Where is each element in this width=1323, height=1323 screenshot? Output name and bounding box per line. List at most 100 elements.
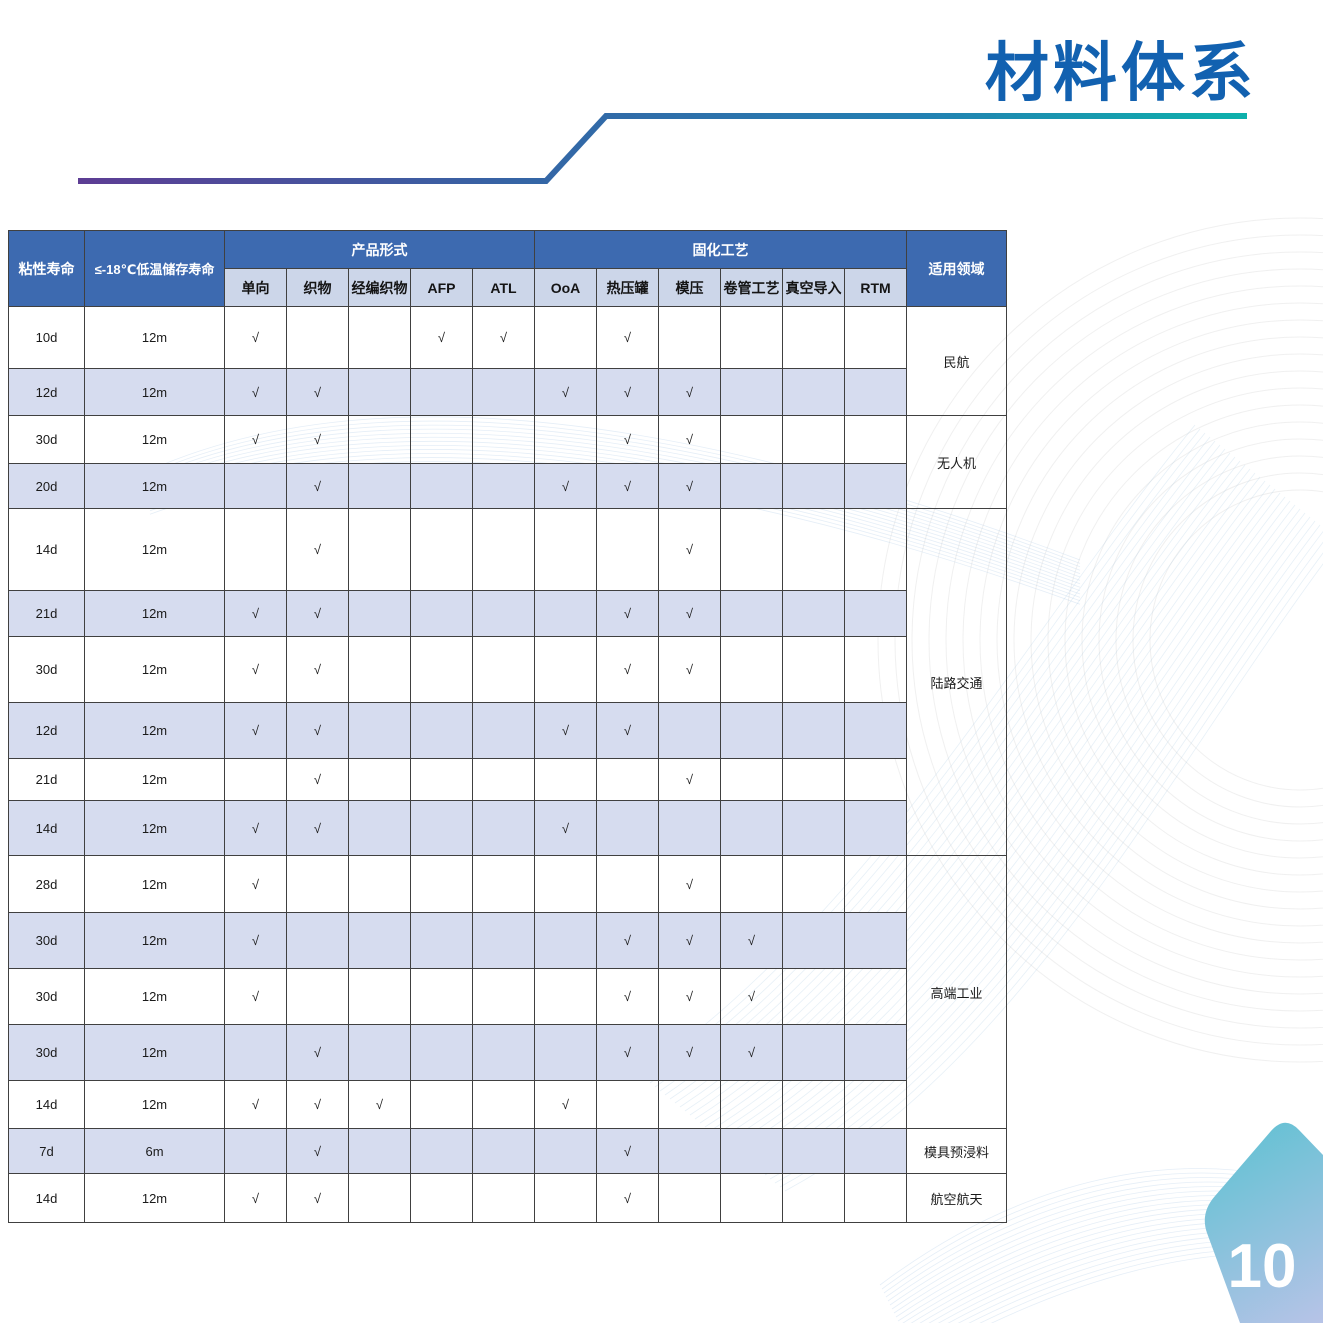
cell-viscous-life: 14d	[8, 800, 85, 856]
check-cell-fabric: √	[286, 702, 349, 759]
cell-storage-life: 12m	[84, 855, 225, 913]
check-cell-compression-molding	[658, 1128, 721, 1174]
check-cell-afp	[410, 463, 473, 509]
check-cell-tube-rolling	[720, 1173, 783, 1223]
check-cell-compression-molding: √	[658, 758, 721, 801]
check-cell-tube-rolling	[720, 368, 783, 416]
check-cell-warp-knitted	[348, 1128, 411, 1174]
check-cell-rtm	[844, 508, 907, 591]
application-cell: 航空航天	[906, 1173, 1007, 1223]
table-row: 28d 12m √ √ 高端工业	[8, 855, 1007, 1129]
check-cell-ooa	[534, 855, 597, 913]
check-cell-warp-knitted	[348, 368, 411, 416]
check-cell-tube-rolling	[720, 1128, 783, 1174]
check-cell-vacuum-infusion	[782, 306, 845, 369]
check-cell-autoclave: √	[596, 463, 659, 509]
cell-viscous-life: 21d	[8, 758, 85, 801]
header-row-subcolumns: 单向 织物 经编织物 AFP ATL OoA 热压罐 模压 卷管工艺 真空导入 …	[9, 268, 1007, 307]
page-number: 10	[1228, 1232, 1297, 1301]
check-cell-warp-knitted	[348, 702, 411, 759]
check-cell-vacuum-infusion	[782, 508, 845, 591]
table-row: 30d 12m √ √ √ √	[8, 912, 1007, 969]
check-cell-rtm	[844, 368, 907, 416]
header-compression-molding: 模压	[658, 268, 721, 307]
check-cell-tube-rolling	[720, 590, 783, 637]
title-underline-decorative-line	[78, 113, 1247, 184]
check-cell-atl	[472, 636, 535, 703]
check-cell-atl	[472, 912, 535, 969]
cell-viscous-life: 20d	[8, 463, 85, 509]
check-cell-atl	[472, 800, 535, 856]
cell-storage-life: 12m	[84, 415, 225, 464]
check-cell-compression-molding: √	[658, 463, 721, 509]
check-cell-vacuum-infusion	[782, 636, 845, 703]
application-cell: 陆路交通	[906, 508, 1007, 856]
check-cell-ooa: √	[534, 463, 597, 509]
table-row: 10d 12m √ √ √ √ 民航	[8, 306, 1007, 416]
check-cell-afp	[410, 1080, 473, 1129]
check-cell-fabric	[286, 855, 349, 913]
header-vacuum-infusion: 真空导入	[782, 268, 845, 307]
header-viscous-life: 粘性寿命	[8, 230, 85, 307]
check-cell-tube-rolling: √	[720, 1024, 783, 1081]
header-row-groups: 粘性寿命 ≤-18℃低温储存寿命 产品形式 固化工艺 适用领域	[8, 230, 1007, 307]
check-cell-vacuum-infusion	[782, 1128, 845, 1174]
cell-storage-life: 12m	[84, 800, 225, 856]
check-cell-fabric: √	[286, 1024, 349, 1081]
check-cell-afp	[410, 636, 473, 703]
check-cell-autoclave: √	[596, 1128, 659, 1174]
check-cell-atl	[472, 758, 535, 801]
check-cell-compression-molding	[658, 306, 721, 369]
table-row: 7d 6m √ √ 模具预浸料	[8, 1128, 1007, 1174]
application-cell: 模具预浸料	[906, 1128, 1007, 1174]
cell-storage-life: 12m	[84, 912, 225, 969]
check-cell-atl	[472, 1024, 535, 1081]
check-cell-unidirectional: √	[224, 368, 287, 416]
check-cell-compression-molding: √	[658, 508, 721, 591]
check-cell-compression-molding: √	[658, 968, 721, 1025]
check-cell-compression-molding	[658, 1080, 721, 1129]
check-cell-ooa: √	[534, 702, 597, 759]
cell-viscous-life: 30d	[8, 968, 85, 1025]
check-cell-afp	[410, 1024, 473, 1081]
check-cell-autoclave: √	[596, 1173, 659, 1223]
check-cell-warp-knitted	[348, 1024, 411, 1081]
check-cell-unidirectional	[224, 463, 287, 509]
cell-viscous-life: 14d	[8, 508, 85, 591]
check-cell-tube-rolling: √	[720, 912, 783, 969]
check-cell-fabric	[286, 306, 349, 369]
check-cell-unidirectional: √	[224, 855, 287, 913]
check-cell-warp-knitted	[348, 415, 411, 464]
cell-viscous-life: 30d	[8, 912, 85, 969]
check-cell-atl	[472, 968, 535, 1025]
check-cell-afp	[410, 912, 473, 969]
check-cell-rtm	[844, 968, 907, 1025]
check-cell-warp-knitted	[348, 508, 411, 591]
cell-viscous-life: 21d	[8, 590, 85, 637]
header-autoclave: 热压罐	[596, 268, 659, 307]
check-cell-compression-molding: √	[658, 912, 721, 969]
material-system-table: 粘性寿命 ≤-18℃低温储存寿命 产品形式 固化工艺 适用领域 单向 织物 经编…	[8, 230, 1007, 1223]
check-cell-unidirectional	[224, 1024, 287, 1081]
cell-storage-life: 12m	[84, 636, 225, 703]
check-cell-warp-knitted	[348, 855, 411, 913]
check-cell-afp	[410, 1173, 473, 1223]
cell-storage-life: 12m	[84, 368, 225, 416]
check-cell-unidirectional: √	[224, 590, 287, 637]
check-cell-compression-molding	[658, 800, 721, 856]
check-cell-ooa	[534, 912, 597, 969]
check-cell-unidirectional: √	[224, 800, 287, 856]
check-cell-fabric: √	[286, 758, 349, 801]
check-cell-vacuum-infusion	[782, 702, 845, 759]
check-cell-ooa	[534, 636, 597, 703]
check-cell-ooa: √	[534, 368, 597, 416]
check-cell-fabric: √	[286, 1080, 349, 1129]
cell-storage-life: 12m	[84, 1173, 225, 1223]
check-cell-afp	[410, 415, 473, 464]
cell-viscous-life: 12d	[8, 702, 85, 759]
check-cell-fabric: √	[286, 800, 349, 856]
check-cell-warp-knitted	[348, 590, 411, 637]
check-cell-vacuum-infusion	[782, 463, 845, 509]
header-product-form-group: 产品形式	[224, 230, 535, 269]
